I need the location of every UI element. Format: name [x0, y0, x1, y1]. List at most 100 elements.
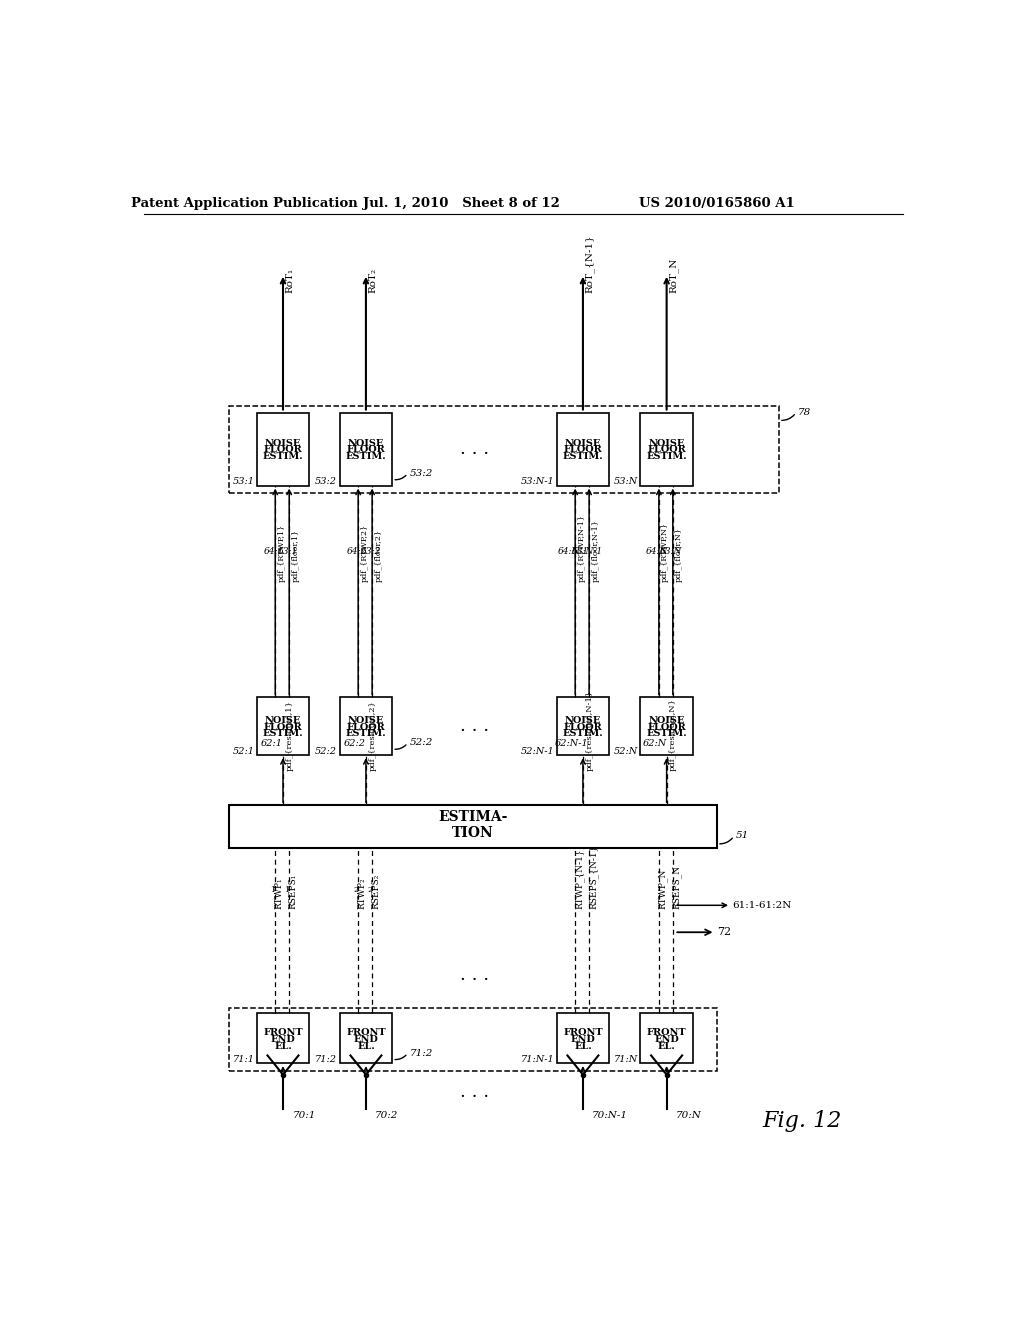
Text: 52:2: 52:2 — [315, 747, 337, 756]
Text: EL.: EL. — [574, 1041, 592, 1051]
Text: 51: 51 — [735, 832, 749, 841]
Text: RTWP_{N-1}: RTWP_{N-1} — [574, 849, 584, 909]
Text: ESTIM.: ESTIM. — [562, 729, 603, 738]
Text: FLOOR: FLOOR — [563, 445, 602, 454]
Text: ESTIM.: ESTIM. — [346, 451, 386, 461]
Text: RTWP₂: RTWP₂ — [357, 878, 367, 909]
Text: 52:N-1: 52:N-1 — [520, 747, 554, 756]
Bar — [228, 805, 717, 847]
Text: 70:N: 70:N — [676, 1111, 701, 1119]
Text: pdf_{RTWP,1}: pdf_{RTWP,1} — [278, 524, 286, 582]
Text: END: END — [353, 1035, 378, 1044]
Text: 53:N: 53:N — [613, 478, 638, 486]
Text: pdf_{residual,N-1}: pdf_{residual,N-1} — [586, 689, 593, 771]
Text: FLOOR: FLOOR — [346, 445, 385, 454]
Text: NOISE: NOISE — [565, 440, 601, 449]
Text: EL.: EL. — [657, 1041, 676, 1051]
Text: 62:N-1: 62:N-1 — [554, 739, 588, 748]
Bar — [640, 413, 693, 486]
Bar — [228, 1007, 717, 1071]
Text: RTWP₁: RTWP₁ — [274, 878, 284, 909]
Text: . . .: . . . — [460, 966, 489, 983]
Text: 70:2: 70:2 — [375, 1111, 398, 1119]
Text: Jul. 1, 2010   Sheet 8 of 12: Jul. 1, 2010 Sheet 8 of 12 — [362, 197, 560, 210]
Text: 62:N: 62:N — [643, 739, 667, 748]
Text: END: END — [570, 1035, 595, 1044]
Text: EL.: EL. — [357, 1041, 375, 1051]
Text: 52:N: 52:N — [613, 747, 638, 756]
Text: NOISE: NOISE — [265, 717, 301, 726]
Bar — [557, 413, 609, 486]
Text: 64:N-1: 64:N-1 — [558, 546, 589, 556]
Text: ESTIM.: ESTIM. — [646, 729, 687, 738]
Text: 2: 2 — [353, 886, 358, 894]
Text: FLOOR: FLOOR — [563, 722, 602, 731]
Text: pdf_{floor,N}: pdf_{floor,N} — [675, 527, 683, 582]
Text: Fig. 12: Fig. 12 — [763, 1110, 842, 1133]
Text: ESTIM.: ESTIM. — [646, 451, 687, 461]
Text: FLOOR: FLOOR — [263, 445, 302, 454]
Bar — [340, 413, 392, 486]
Text: Patent Application Publication: Patent Application Publication — [131, 197, 357, 210]
Text: RTWP_N: RTWP_N — [658, 869, 668, 909]
Text: pdf_{floor,2}: pdf_{floor,2} — [375, 529, 382, 582]
Text: NOISE: NOISE — [348, 440, 384, 449]
Text: FRONT: FRONT — [263, 1028, 303, 1038]
Text: 64:1: 64:1 — [263, 546, 284, 556]
Text: 52:2: 52:2 — [410, 738, 433, 747]
Text: pdf_{RTWP,N}: pdf_{RTWP,N} — [662, 521, 670, 582]
Bar — [557, 697, 609, 755]
Text: NOISE: NOISE — [648, 440, 685, 449]
Bar — [340, 1014, 392, 1063]
Bar — [640, 1014, 693, 1063]
Bar — [257, 1014, 309, 1063]
Text: FLOOR: FLOOR — [647, 722, 686, 731]
Text: 70:1: 70:1 — [292, 1111, 315, 1119]
Text: ESTIM.: ESTIM. — [263, 729, 303, 738]
Text: EL.: EL. — [274, 1041, 292, 1051]
Text: RSEPS₂: RSEPS₂ — [372, 874, 380, 909]
Text: ESTIM.: ESTIM. — [562, 451, 603, 461]
Bar — [257, 697, 309, 755]
Text: 53:2: 53:2 — [315, 478, 337, 486]
Text: 63:1: 63:1 — [278, 546, 298, 556]
Text: pdf_{residual,2}: pdf_{residual,2} — [369, 700, 376, 771]
Text: 63:2: 63:2 — [360, 546, 381, 556]
Text: 52:1: 52:1 — [232, 747, 254, 756]
Text: 64:N: 64:N — [646, 546, 669, 556]
Text: 71:N-1: 71:N-1 — [520, 1055, 554, 1064]
Text: . . .: . . . — [460, 1082, 489, 1101]
Text: NOISE: NOISE — [265, 440, 301, 449]
Text: FRONT: FRONT — [346, 1028, 386, 1038]
Text: RoT_{N-1}: RoT_{N-1} — [586, 235, 595, 293]
Text: END: END — [270, 1035, 295, 1044]
Text: 63:N: 63:N — [660, 546, 682, 556]
Text: pdf_{floor,1}: pdf_{floor,1} — [292, 529, 300, 582]
Text: pdf_{RTWP,N-1}: pdf_{RTWP,N-1} — [578, 513, 586, 582]
Text: END: END — [654, 1035, 679, 1044]
Text: 71:1: 71:1 — [232, 1055, 254, 1064]
Text: RSEPS_{N-1}: RSEPS_{N-1} — [589, 845, 598, 909]
Text: NOISE: NOISE — [648, 717, 685, 726]
Text: NOISE: NOISE — [348, 717, 384, 726]
Text: 71:2: 71:2 — [410, 1048, 433, 1057]
Text: . . .: . . . — [460, 440, 489, 458]
Bar — [340, 697, 392, 755]
Text: RoT₂: RoT₂ — [369, 268, 377, 293]
Text: RoT₁: RoT₁ — [286, 268, 294, 293]
Text: 53:2: 53:2 — [410, 469, 433, 478]
Text: 72: 72 — [717, 927, 731, 937]
Text: 62:1: 62:1 — [260, 739, 283, 748]
Text: 70:N-1: 70:N-1 — [592, 1111, 629, 1119]
Text: 61:1-61:2N: 61:1-61:2N — [732, 900, 792, 909]
Text: FRONT: FRONT — [563, 1028, 603, 1038]
Text: RoT_N: RoT_N — [669, 257, 679, 293]
Text: NOISE: NOISE — [565, 717, 601, 726]
Text: RSEPS_N: RSEPS_N — [672, 865, 682, 909]
Text: 63:N-1: 63:N-1 — [572, 546, 603, 556]
Text: . . .: . . . — [460, 717, 489, 735]
Text: FRONT: FRONT — [647, 1028, 686, 1038]
Text: pdf_{residual,N}: pdf_{residual,N} — [669, 697, 677, 771]
Text: FLOOR: FLOOR — [647, 445, 686, 454]
Text: ESTIMA-
TION: ESTIMA- TION — [438, 809, 508, 840]
